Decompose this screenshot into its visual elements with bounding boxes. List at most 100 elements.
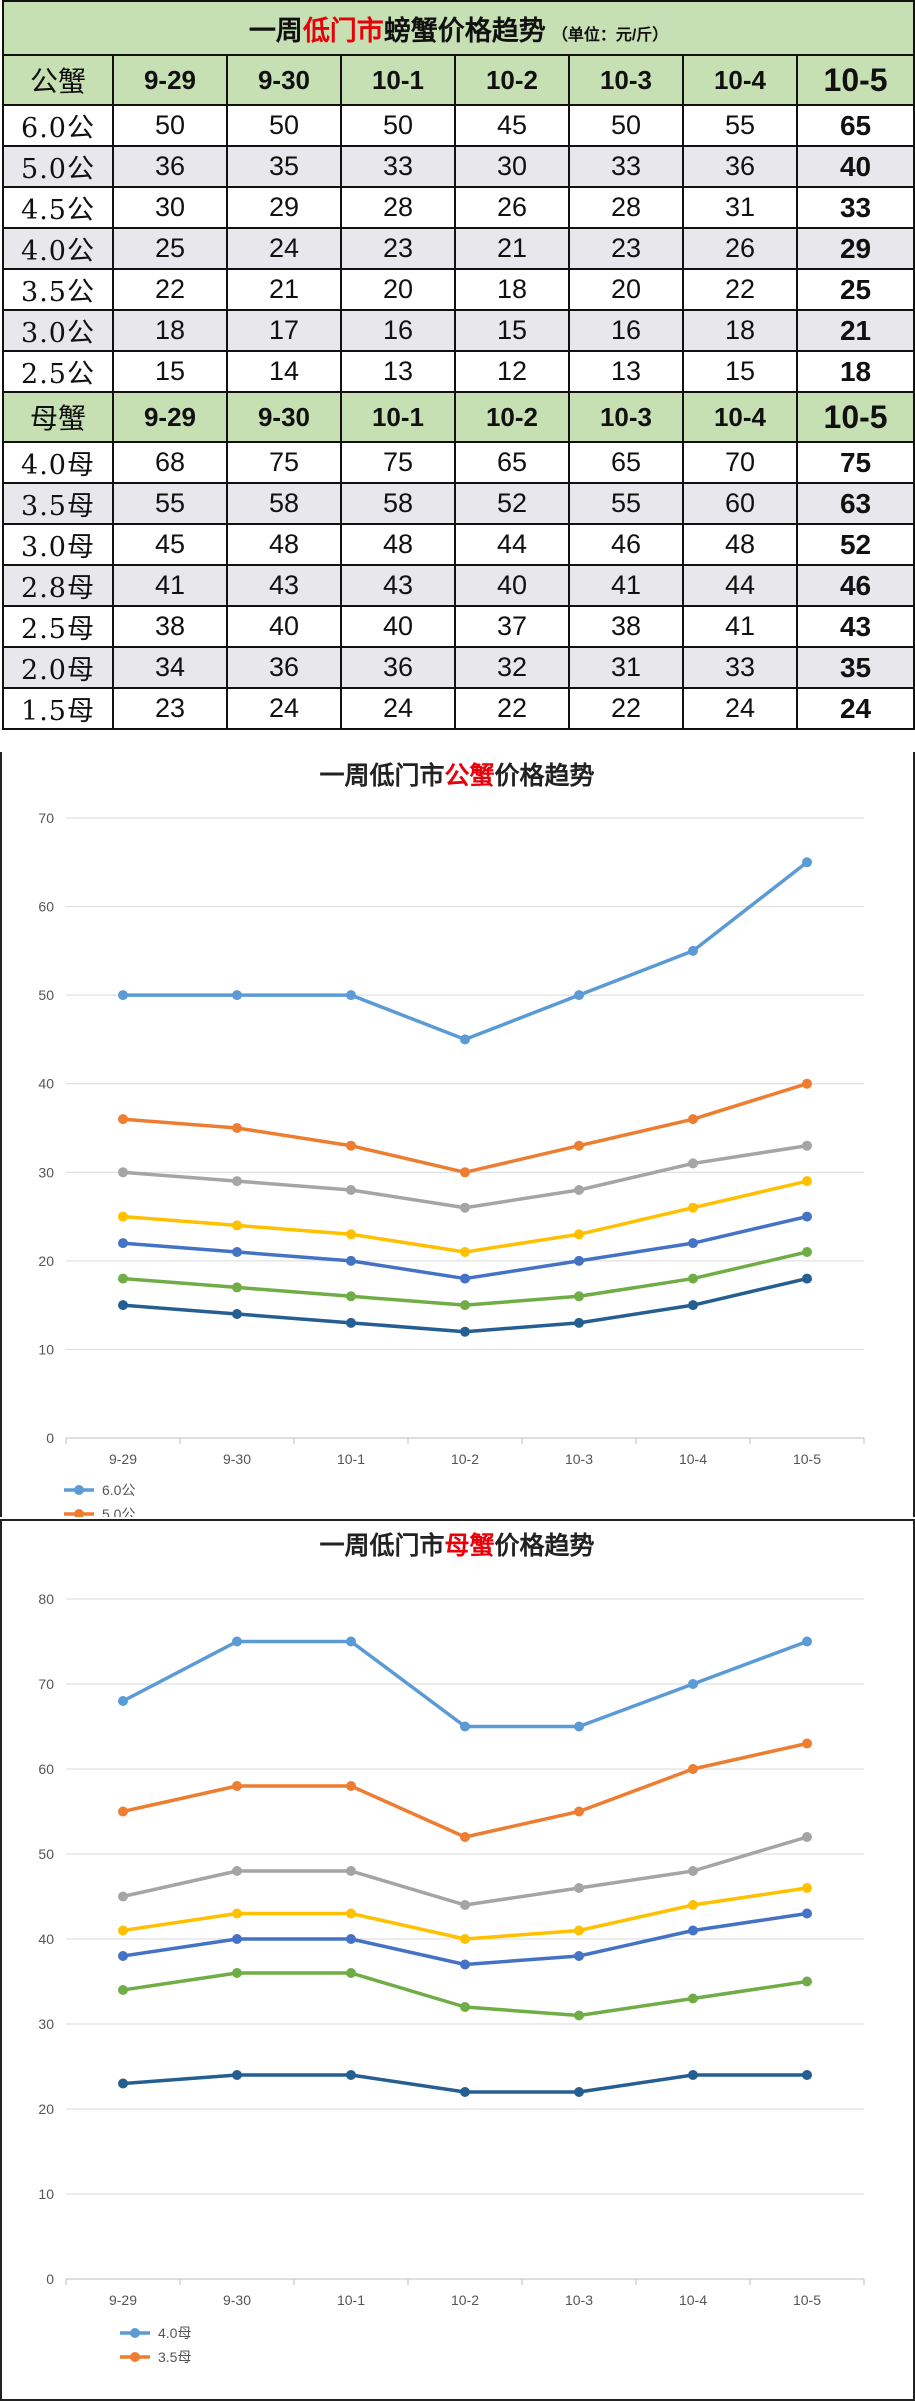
data-point — [802, 1976, 812, 1987]
female-price-cell: 23 — [112, 687, 228, 730]
male-size-cell: 4.0公 — [2, 227, 114, 270]
data-point — [118, 1114, 128, 1125]
female-date-header: 10-3 — [568, 391, 684, 443]
data-point — [346, 1140, 356, 1151]
data-point — [346, 1781, 356, 1791]
table-row: 2.5母 38 40 40 37 38 41 43 — [2, 605, 915, 648]
data-point — [574, 1317, 584, 1328]
data-point — [688, 1114, 698, 1125]
female-price-cell: 52 — [795, 523, 915, 566]
female-price-cell: 24 — [795, 687, 915, 730]
data-point — [118, 1985, 128, 1995]
chart-title-highlight: 公蟹 — [444, 761, 494, 790]
table-row: 2.0母 34 36 36 32 31 33 35 — [2, 646, 915, 689]
data-point — [232, 1934, 242, 1944]
data-point — [232, 1781, 242, 1791]
y-tick-label: 40 — [38, 1076, 54, 1092]
data-point — [802, 1176, 812, 1187]
data-point — [802, 1273, 812, 1284]
male-price-cell: 29 — [226, 186, 342, 229]
y-tick-label: 50 — [38, 1846, 54, 1862]
data-point — [232, 1123, 242, 1133]
male-price-cell: 50 — [568, 104, 684, 147]
female-size-cell: 3.0母 — [2, 523, 114, 566]
data-point — [460, 1959, 470, 1970]
data-point — [460, 1721, 470, 1732]
female-price-cell: 40 — [454, 564, 570, 607]
price-table-section: 一周低门市螃蟹价格趋势 （单位：元/斤） 公蟹 9-29 9-30 10-1 10-2 10… — [0, 0, 915, 752]
series-line — [121, 1886, 809, 1941]
female-size-cell: 2.0母 — [2, 646, 114, 689]
male-price-cell: 29 — [795, 227, 915, 270]
male-price-cell: 22 — [112, 268, 228, 311]
female-price-cell: 52 — [454, 482, 570, 525]
female-size-cell: 4.0母 — [2, 441, 114, 484]
data-point — [574, 1291, 584, 1302]
data-point — [574, 2010, 584, 2021]
y-tick-label: 0 — [46, 2271, 54, 2287]
data-point — [118, 1891, 128, 1902]
male-price-cell: 25 — [795, 268, 915, 311]
data-point — [346, 1229, 356, 1240]
data-point — [574, 1721, 584, 1732]
data-point — [460, 1326, 470, 1337]
data-point — [688, 1993, 698, 2004]
data-point — [232, 1247, 242, 1257]
male-price-cell: 15 — [682, 350, 798, 393]
y-tick-label: 30 — [38, 1164, 54, 1180]
male-price-cell: 55 — [682, 104, 798, 147]
table-row: 6.0公 50 50 50 45 50 55 65 — [2, 104, 915, 147]
data-point — [118, 1238, 128, 1249]
table-row: 2.8母 41 43 43 40 41 44 46 — [2, 564, 915, 607]
male-price-cell: 33 — [568, 145, 684, 188]
data-point — [118, 1211, 128, 1222]
male-price-cell: 50 — [112, 104, 228, 147]
data-point — [346, 1185, 356, 1195]
female-date-header: 10-4 — [682, 391, 798, 443]
x-tick-label: 10-3 — [565, 2292, 593, 2308]
table-row: 4.0母 68 75 75 65 65 70 75 — [2, 441, 915, 484]
data-point — [688, 1679, 698, 1689]
male-size-cell: 2.5公 — [2, 350, 114, 393]
male-price-cell: 15 — [112, 350, 228, 393]
series-line — [121, 1835, 809, 1907]
table-title-highlight: 低门市 — [302, 15, 384, 46]
data-point — [688, 1300, 698, 1311]
table-row: 5.0公 36 35 33 30 33 36 40 — [2, 145, 915, 188]
legend-marker — [74, 1509, 84, 1517]
male-price-cell: 16 — [340, 309, 456, 352]
male-price-cell: 17 — [226, 309, 342, 352]
y-tick-label: 20 — [38, 1253, 54, 1269]
female-price-cell: 36 — [226, 646, 342, 689]
female-price-cell: 46 — [568, 523, 684, 566]
data-point — [232, 1282, 242, 1293]
male-price-cell: 30 — [454, 145, 570, 188]
female-price-cell: 45 — [112, 523, 228, 566]
female-price-cell: 22 — [454, 687, 570, 730]
y-tick-label: 20 — [38, 2101, 54, 2117]
data-point — [802, 1832, 812, 1842]
female-price-cell: 75 — [226, 441, 342, 484]
male-price-cell: 50 — [340, 104, 456, 147]
data-point — [460, 2087, 470, 2097]
table-title-suffix: 螃蟹价格趋势 — [383, 15, 546, 46]
male-price-cell: 14 — [226, 350, 342, 393]
series-line — [121, 860, 809, 1042]
male-price-cell: 18 — [795, 350, 915, 393]
data-point — [802, 2070, 812, 2080]
table-row: 4.0公 25 24 23 21 23 26 29 — [2, 227, 915, 270]
female-price-cell: 40 — [340, 605, 456, 648]
table-title: 一周低门市螃蟹价格趋势 （单位：元/斤） — [1, 0, 915, 56]
data-point — [346, 1968, 356, 1978]
data-point — [232, 1176, 242, 1187]
data-point — [460, 1300, 470, 1311]
female-date-header: 10-2 — [454, 391, 570, 443]
female-price-cell: 58 — [340, 482, 456, 525]
male-date-header: 9-30 — [226, 54, 342, 106]
male-price-cell: 18 — [112, 309, 228, 352]
female-price-cell: 35 — [795, 646, 915, 689]
x-tick-label: 10-1 — [337, 2292, 365, 2308]
data-point — [118, 1300, 128, 1311]
data-point — [232, 990, 242, 1001]
x-tick-label: 9-29 — [109, 2292, 137, 2308]
